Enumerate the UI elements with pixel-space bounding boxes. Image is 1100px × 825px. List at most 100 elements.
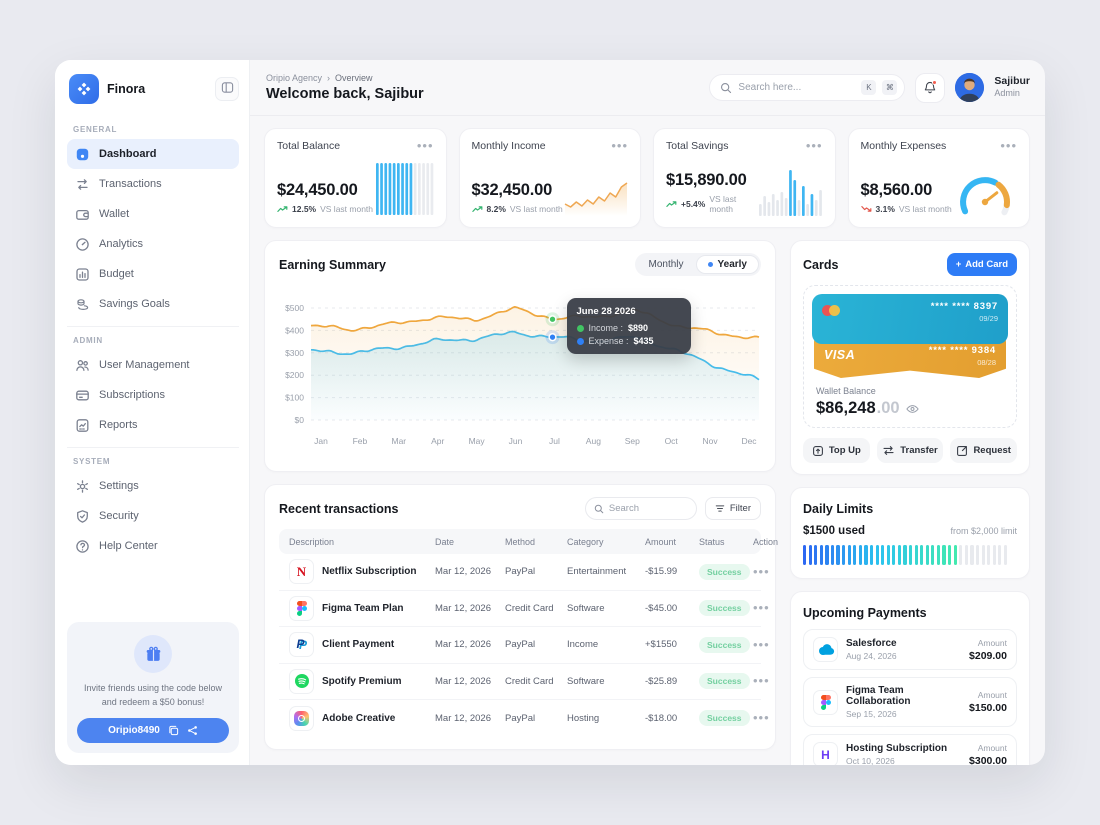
sidebar-item-label: Subscriptions: [99, 389, 166, 401]
table-body: N Netflix Subscription Mar 12, 2026 PayPal E…: [279, 554, 769, 737]
row-actions-icon[interactable]: •••: [753, 673, 770, 689]
notification-dot: [932, 79, 938, 85]
sidebar-item-help-center[interactable]: Help Center: [67, 531, 239, 561]
svg-text:Jun: Jun: [509, 436, 523, 446]
sidebar-item-transactions[interactable]: Transactions: [67, 169, 239, 199]
transaction-amount: +$1550: [645, 639, 677, 651]
upcoming-payment-salesforce[interactable]: Salesforce Aug 24, 2026 Amount $209.00: [803, 629, 1017, 670]
table-row-client-payment[interactable]: P P Client Payment Mar 12, 2026 PayPal Income…: [279, 627, 769, 664]
savings-sparkline: [758, 162, 823, 216]
limit-segment: [942, 545, 946, 565]
avatar[interactable]: [955, 73, 985, 102]
table-row-spotify-premium[interactable]: Spotify Premium Mar 12, 2026 Credit Card So…: [279, 664, 769, 700]
transfer-button[interactable]: Transfer: [876, 438, 944, 463]
svg-text:Jan: Jan: [314, 436, 328, 446]
top-up-button[interactable]: Top Up: [803, 438, 870, 463]
invite-code-button[interactable]: Oripio8490: [77, 718, 229, 743]
income-sparkline: [564, 166, 628, 216]
toggle-monthly[interactable]: Monthly: [648, 259, 684, 270]
table-header: Description Date Method Category Amount Statu…: [279, 529, 778, 554]
trend-up-icon: [277, 205, 288, 213]
sidebar-item-reports[interactable]: Reports: [67, 410, 239, 440]
credit-card-mastercard[interactable]: **** **** 8397 09/29: [812, 294, 1008, 344]
upcoming-payment-figma-team-collaboration[interactable]: Figma Team Collaboration Sep 15, 2026 Amou…: [803, 677, 1017, 727]
row-actions-icon[interactable]: •••: [753, 600, 770, 616]
earning-summary-card: Earning Summary Monthly Yearly $0 $100 $20…: [264, 240, 776, 472]
share-icon[interactable]: [187, 725, 198, 736]
balance-sparkline: [375, 162, 434, 216]
sidebar-item-wallet[interactable]: Wallet: [67, 199, 239, 229]
transaction-date: Mar 12, 2026: [435, 602, 491, 614]
sidebar-item-label: Savings Goals: [99, 298, 170, 310]
card-number: **** **** 9384: [928, 345, 996, 356]
svg-text:Jul: Jul: [549, 436, 560, 446]
upcoming-payment-hosting-subscription[interactable]: H Hosting Subscription Oct 10, 2026 Amount $…: [803, 734, 1017, 765]
section-label-admin: ADMIN: [73, 336, 103, 345]
stat-delta: 8.2%: [486, 204, 506, 214]
upcoming-list: Salesforce Aug 24, 2026 Amount $209.00 Figma…: [803, 629, 1017, 765]
svg-text:$100: $100: [285, 393, 304, 403]
sidebar-section-general: GENERAL Dashboard Transactions Wallet Analyt…: [67, 125, 239, 319]
column-header-date: Date: [435, 536, 455, 547]
notifications-button[interactable]: [915, 72, 946, 103]
breadcrumb-current[interactable]: Overview: [335, 73, 373, 83]
sidebar-item-settings[interactable]: Settings: [67, 471, 239, 501]
sidebar-item-savings-goals[interactable]: Savings Goals: [67, 289, 239, 319]
add-card-button[interactable]: + Add Card: [946, 253, 1017, 276]
stat-card-monthly-income: Monthly Income ••• $32,450.00 8.2% VS last…: [458, 128, 641, 228]
transactions-search[interactable]: [584, 497, 697, 520]
transaction-method: PayPal: [505, 712, 536, 724]
sidebar-collapse-button[interactable]: [215, 77, 239, 101]
limit-segment: [842, 545, 846, 565]
more-options-icon[interactable]: •••: [805, 138, 823, 153]
table-row-adobe-creative[interactable]: Adobe Creative Mar 12, 2026 PayPal Hosting -…: [279, 700, 769, 737]
row-actions-icon[interactable]: •••: [753, 710, 770, 726]
expenses-gauge: [955, 166, 1017, 216]
tooltip-date: June 28 2026: [576, 306, 636, 317]
transaction-category: Hosting: [567, 712, 600, 724]
section-label-system: SYSTEM: [73, 457, 111, 466]
limit-segment: [908, 545, 913, 565]
eye-icon[interactable]: [905, 404, 919, 414]
invite-code: Oripio8490: [108, 725, 160, 736]
transactions-search-input[interactable]: [608, 503, 679, 514]
row-actions-icon[interactable]: •••: [753, 636, 770, 652]
search-input[interactable]: [738, 82, 856, 93]
more-options-icon[interactable]: •••: [611, 138, 628, 153]
stat-title: Total Balance: [277, 140, 341, 152]
more-options-icon[interactable]: •••: [1000, 138, 1017, 153]
sidebar-item-security[interactable]: Security: [67, 501, 239, 531]
copy-icon[interactable]: [168, 725, 179, 736]
breadcrumb-root[interactable]: Oripio Agency: [266, 73, 323, 83]
limit-segment: [964, 545, 968, 565]
sidebar-item-label: Budget: [99, 268, 134, 280]
global-search[interactable]: K ⌘: [709, 74, 906, 101]
limit-segment: [803, 545, 807, 565]
limit-segment: [936, 545, 941, 565]
sidebar-item-budget[interactable]: Budget: [67, 259, 239, 289]
request-button[interactable]: Request: [950, 438, 1018, 463]
sidebar-item-dashboard[interactable]: Dashboard: [67, 139, 239, 169]
sidebar-item-subscriptions[interactable]: Subscriptions: [67, 380, 239, 410]
sidebar-item-analytics[interactable]: Analytics: [67, 229, 239, 259]
limit-segment: [825, 545, 829, 565]
sidebar-item-user-management[interactable]: User Management: [67, 350, 239, 380]
transaction-date: Mar 12, 2026: [435, 639, 491, 651]
limit-segment: [858, 545, 862, 565]
table-row-netflix-subscription[interactable]: N Netflix Subscription Mar 12, 2026 PayPal E…: [279, 554, 769, 591]
toggle-yearly[interactable]: Yearly: [695, 255, 759, 274]
transaction-method: PayPal: [505, 566, 536, 578]
limit-segment: [814, 545, 818, 565]
sidebar-item-label: Security: [99, 510, 139, 522]
filter-button[interactable]: Filter: [704, 497, 761, 520]
transaction-category: Software: [567, 602, 605, 614]
row-actions-icon[interactable]: •••: [753, 563, 770, 579]
stats-row: Total Balance ••• $24,450.00 12.5% VS last…: [264, 128, 1030, 228]
more-options-icon[interactable]: •••: [416, 138, 434, 153]
table-row-figma-team-plan[interactable]: Figma Team Plan Mar 12, 2026 Credit Card So…: [279, 591, 769, 627]
card-expiry: 08/28: [977, 358, 996, 367]
status-badge: Success: [699, 673, 753, 690]
app-window: Finora GENERAL Dashboard Transactions Walle…: [55, 60, 1045, 765]
tooltip-expense-label: Expense :: [588, 336, 629, 346]
